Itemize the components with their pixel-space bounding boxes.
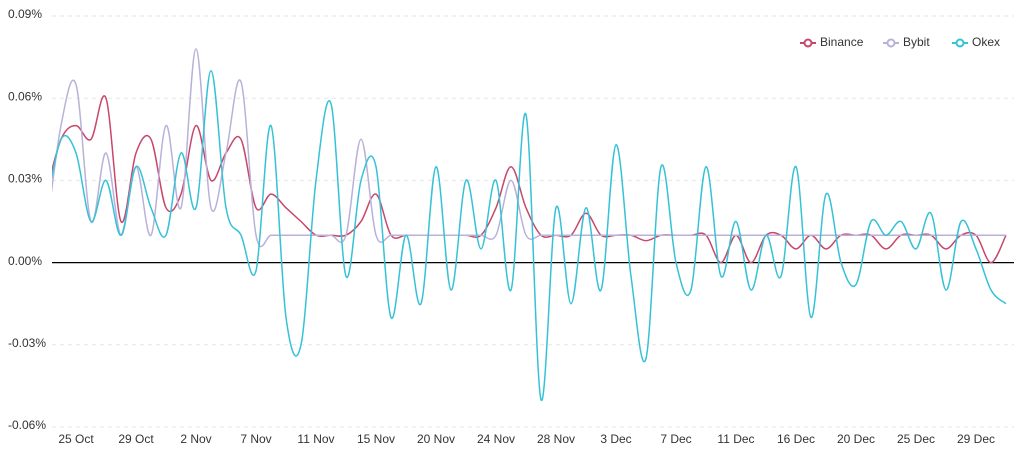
lines xyxy=(52,48,1007,401)
x-tick-label: 3 Dec xyxy=(600,432,631,446)
x-tick-label: 2 Nov xyxy=(180,432,211,446)
y-tick-label: 0.00% xyxy=(8,254,42,268)
x-tick-label: 11 Dec xyxy=(717,432,754,446)
labels: -0.06% -0.03% 0.00% 0.03% 0.06% 0.09% 25 Oct 29… xyxy=(8,7,1000,446)
series-line xyxy=(52,48,1006,248)
y-tick-label: -0.06% xyxy=(8,418,46,432)
x-tick-label: 20 Nov xyxy=(417,432,455,446)
x-tick-label: 25 Dec xyxy=(897,432,935,446)
x-tick-label: 29 Dec xyxy=(957,432,995,446)
x-tick-label: 24 Nov xyxy=(477,432,515,446)
y-tick-label: -0.03% xyxy=(8,336,46,350)
x-tick-label: 29 Oct xyxy=(118,432,154,446)
legend-item: Okex xyxy=(952,35,1000,49)
series-line xyxy=(52,95,1007,264)
y-tick-label: 0.03% xyxy=(8,172,42,186)
x-tick-label: 15 Nov xyxy=(357,432,395,446)
legend-label: Bybit xyxy=(903,35,930,49)
legend-item: Bybit xyxy=(883,35,930,49)
legend-label: Binance xyxy=(820,35,864,49)
x-tick-label: 7 Dec xyxy=(660,432,691,446)
x-tick-label: 11 Nov xyxy=(297,432,334,446)
x-tick-label: 25 Oct xyxy=(58,432,94,446)
y-tick-label: 0.09% xyxy=(8,7,42,21)
x-tick-label: 16 Dec xyxy=(777,432,815,446)
legend-item: Binance xyxy=(800,35,864,49)
x-tick-label: 28 Nov xyxy=(537,432,575,446)
legend-marker xyxy=(955,38,965,48)
legend-marker xyxy=(886,38,896,48)
series-line xyxy=(52,70,1007,401)
legend-marker xyxy=(803,38,813,48)
x-tick-label: 7 Nov xyxy=(240,432,271,446)
x-tick-label: 20 Dec xyxy=(837,432,875,446)
y-tick-label: 0.06% xyxy=(8,89,42,103)
legend-label: Okex xyxy=(972,35,1000,49)
